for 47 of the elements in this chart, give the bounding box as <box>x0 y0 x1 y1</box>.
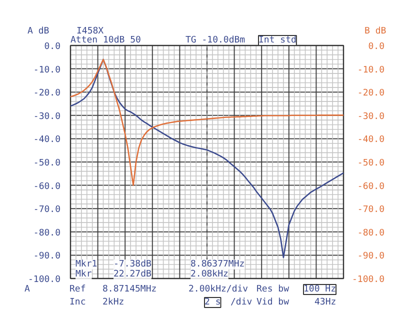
y-tick-label: -100.0 <box>28 275 61 285</box>
text: Inc <box>70 298 86 308</box>
y2-tick-label: -60.0 <box>357 182 384 192</box>
y-tick-label: -20.0 <box>33 88 60 99</box>
y-tick-label: -60.0 <box>33 182 60 192</box>
y-tick-label: -40.0 <box>33 135 60 146</box>
y2-tick-label: -30.0 <box>357 112 384 122</box>
text: 2kHz <box>102 298 124 308</box>
annotation: Int std <box>258 36 296 46</box>
y-tick-label: -80.0 <box>33 228 60 238</box>
y2-tick-label: -100.0 <box>352 275 385 285</box>
text: 2 s <box>204 298 221 308</box>
y2-axis-title: B dB <box>364 26 386 36</box>
annotation: 8.86377MHz <box>190 260 245 270</box>
annotation: Atten 10dB 50 <box>70 36 141 46</box>
y2-tick-label: -80.0 <box>357 228 384 238</box>
y-tick-label: -70.0 <box>33 205 60 216</box>
annotation: TG -10.0dBm <box>186 36 246 46</box>
y-tick-label: -30.0 <box>33 112 60 122</box>
text: 100 Hz <box>304 284 336 294</box>
text: 43Hz <box>314 298 336 308</box>
text: /div <box>230 298 252 308</box>
y2-tick-label: -50.0 <box>357 158 384 168</box>
text: Vid bw <box>256 298 290 308</box>
y2-tick-label: -10.0 <box>357 65 384 76</box>
annotation: Mkr1 <box>76 260 98 270</box>
annotation: -7.38dB <box>114 260 152 270</box>
y2-tick-label: -40.0 <box>357 135 384 146</box>
annotation: 22.27dB <box>114 270 152 280</box>
y-tick-label: -10.0 <box>33 65 60 76</box>
y-axis-title: A dB <box>28 26 50 36</box>
annotation: 2.08kHz <box>190 270 228 280</box>
y-tick-label: -90.0 <box>33 252 60 262</box>
annotation: Mkr <box>76 270 92 280</box>
text: 8.87145MHz <box>102 284 157 294</box>
text: 2.00kHz/div <box>188 284 248 294</box>
text: Res bw <box>256 284 290 294</box>
y2-tick-label: -90.0 <box>357 252 384 262</box>
y-tick-label: 0.0 <box>44 42 61 52</box>
text: Ref <box>70 284 86 294</box>
text: I458X <box>76 26 104 36</box>
line-series <box>70 58 344 186</box>
y2-tick-label: 0.0 <box>368 42 385 52</box>
text: A <box>24 284 30 294</box>
y-tick-label: -50.0 <box>33 158 60 168</box>
y2-tick-label: -70.0 <box>357 205 384 216</box>
y2-tick-label: -20.0 <box>357 88 384 99</box>
